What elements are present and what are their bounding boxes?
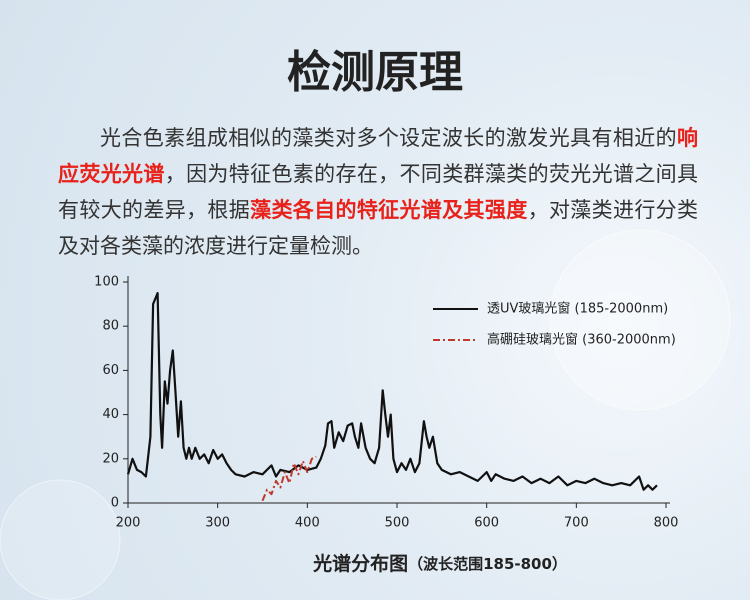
highlight: 藻类各自的特征光谱及其强度 [250,198,528,222]
text-run: ，对藻类进行分类及对各类藻的浓度进行定量检测。 [58,198,699,258]
x-tick-label: 800 [654,516,679,531]
line-series [261,455,317,502]
chart-title-main: 光谱分布图 [312,552,408,575]
y-tick-label: 80 [102,319,119,334]
text-run: 光合色素组成相似的藻类对多个设定波长的激发光具有相近的 [100,126,677,150]
y-tick-label: 40 [102,407,119,422]
x-tick-label: 700 [564,516,589,531]
legend-label: 透UV玻璃光窗 (185-2000nm) [487,301,668,317]
y-tick-label: 0 [111,496,119,511]
y-tick-label: 60 [102,363,119,378]
x-tick-label: 200 [116,516,141,531]
line-series [126,292,658,491]
y-tick-label: 100 [94,275,119,290]
chart-subtitle: （波长范围185-800） [408,555,567,573]
x-tick-label: 400 [295,516,320,531]
description: 光合色素组成相似的藻类对多个设定波长的激发光具有相近的响应荧光光谱，因为特征色素… [58,120,698,264]
y-tick-label: 20 [102,451,119,466]
chart-title: 光谱分布图（波长范围185-800） [312,552,567,575]
text-run: ，因为特征色素的存在，不同类群藻类的荧光光谱之间具有较大的差异，根据 [58,162,699,222]
x-tick-label: 300 [205,516,230,531]
x-tick-label: 500 [385,516,410,531]
highlight: 响应荧光光谱 [58,126,698,186]
legend-label: 高硼硅玻璃光窗 (360-2000nm) [487,332,676,348]
page-title: 检测原理 [287,47,463,98]
x-tick-label: 600 [474,516,499,531]
